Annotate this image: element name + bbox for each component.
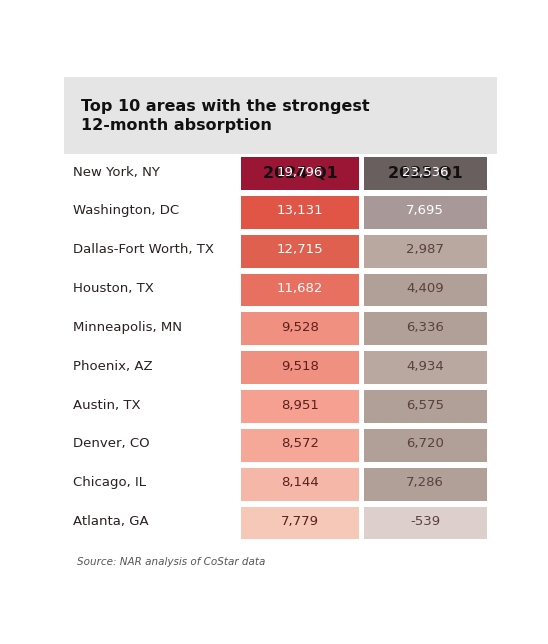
FancyBboxPatch shape — [241, 468, 359, 500]
Text: Houston, TX: Houston, TX — [73, 282, 153, 295]
Text: 8,144: 8,144 — [281, 476, 319, 489]
Text: 8,572: 8,572 — [281, 437, 319, 450]
FancyBboxPatch shape — [364, 351, 487, 384]
Text: 9,518: 9,518 — [281, 360, 319, 373]
FancyBboxPatch shape — [241, 235, 359, 268]
Text: 6,336: 6,336 — [406, 321, 444, 334]
FancyBboxPatch shape — [241, 274, 359, 307]
Text: 19,796: 19,796 — [277, 166, 323, 178]
Text: Phoenix, AZ: Phoenix, AZ — [73, 360, 152, 373]
FancyBboxPatch shape — [364, 390, 487, 423]
Text: 2,987: 2,987 — [406, 243, 444, 256]
FancyBboxPatch shape — [241, 157, 359, 190]
Text: 2023 Q1: 2023 Q1 — [388, 167, 463, 182]
Text: Denver, CO: Denver, CO — [73, 437, 150, 450]
Text: 6,720: 6,720 — [406, 437, 444, 450]
Text: 7,779: 7,779 — [281, 515, 319, 528]
Text: 11,682: 11,682 — [277, 282, 323, 295]
FancyBboxPatch shape — [364, 196, 487, 229]
Text: Washington, DC: Washington, DC — [73, 204, 179, 218]
FancyBboxPatch shape — [364, 274, 487, 307]
Text: 4,934: 4,934 — [407, 360, 444, 373]
FancyBboxPatch shape — [241, 312, 359, 345]
Text: 7,695: 7,695 — [406, 204, 444, 218]
Text: Dallas-Fort Worth, TX: Dallas-Fort Worth, TX — [73, 243, 214, 256]
Text: 13,131: 13,131 — [277, 204, 323, 218]
Text: 9,528: 9,528 — [281, 321, 319, 334]
FancyBboxPatch shape — [64, 77, 498, 154]
FancyBboxPatch shape — [364, 235, 487, 268]
Text: 6,575: 6,575 — [406, 399, 444, 412]
Text: 8,951: 8,951 — [281, 399, 319, 412]
Text: Austin, TX: Austin, TX — [73, 399, 140, 412]
Text: 23,536: 23,536 — [402, 166, 448, 178]
Text: -539: -539 — [410, 515, 440, 528]
FancyBboxPatch shape — [364, 157, 487, 190]
FancyBboxPatch shape — [241, 351, 359, 384]
FancyBboxPatch shape — [364, 312, 487, 345]
FancyBboxPatch shape — [241, 507, 359, 540]
Text: 4,409: 4,409 — [407, 282, 444, 295]
FancyBboxPatch shape — [364, 507, 487, 540]
FancyBboxPatch shape — [364, 429, 487, 462]
Text: 2024 Q1: 2024 Q1 — [262, 167, 338, 182]
Text: New York, NY: New York, NY — [73, 166, 159, 178]
Text: 7,286: 7,286 — [406, 476, 444, 489]
FancyBboxPatch shape — [364, 468, 487, 500]
Text: Top 10 areas with the strongest
12-month absorption: Top 10 areas with the strongest 12-month… — [81, 99, 370, 133]
FancyBboxPatch shape — [241, 390, 359, 423]
FancyBboxPatch shape — [241, 429, 359, 462]
Text: 12,715: 12,715 — [277, 243, 323, 256]
Text: Atlanta, GA: Atlanta, GA — [73, 515, 149, 528]
Text: Source: NAR analysis of CoStar data: Source: NAR analysis of CoStar data — [77, 557, 265, 567]
FancyBboxPatch shape — [241, 196, 359, 229]
Text: Minneapolis, MN: Minneapolis, MN — [73, 321, 182, 334]
Text: Chicago, IL: Chicago, IL — [73, 476, 146, 489]
